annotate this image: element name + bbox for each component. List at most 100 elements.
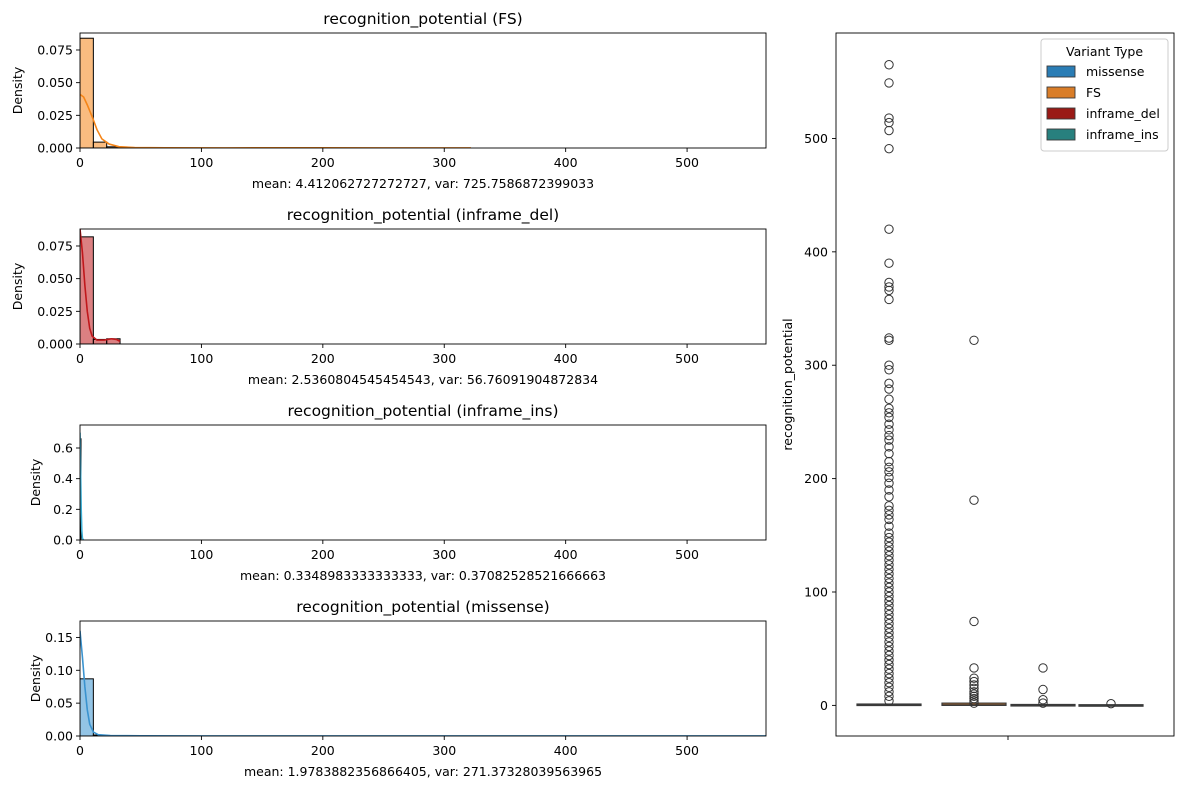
outlier-point	[884, 596, 894, 606]
y-tick-label: 100	[804, 584, 828, 599]
outlier-point	[884, 521, 894, 531]
y-tick-label: 0.05	[45, 696, 73, 711]
legend-swatch-FS	[1046, 86, 1076, 99]
outlier-point	[884, 587, 894, 597]
legend: Variant Type missense FS inframe_delinframe…	[1040, 38, 1169, 152]
outlier-point	[884, 492, 894, 502]
legend-label-inframe_ins: inframe_ins	[1086, 127, 1159, 142]
x-tick-label: 200	[311, 547, 335, 562]
outlier-point	[969, 691, 979, 702]
x-tick-label: 100	[189, 547, 213, 562]
y-tick-label: 0.2	[53, 502, 73, 517]
outlier-point	[884, 365, 894, 375]
outlier-point	[884, 143, 894, 154]
outlier-point	[969, 693, 979, 704]
outlier-point	[884, 282, 894, 292]
x-tick-label: 100	[189, 743, 213, 758]
outlier-point	[884, 462, 894, 472]
chart-title: recognition_potential (inframe_ins)	[287, 402, 558, 421]
axes-frame	[79, 32, 767, 149]
outlier-point	[969, 680, 979, 690]
axes-frame	[79, 620, 767, 737]
x-tick-label: 100	[189, 155, 213, 170]
outlier-point	[884, 546, 894, 556]
outlier-point	[884, 442, 894, 452]
histogram-bar-0	[80, 37, 94, 148]
outlier-point	[884, 609, 894, 620]
outlier-point	[884, 628, 894, 638]
outlier-point	[884, 467, 894, 477]
outlier-point	[884, 78, 894, 88]
x-axis-label: mean: 4.412062727272727, var: 725.758687…	[252, 176, 594, 191]
y-tick-label: 0.050	[37, 271, 73, 286]
x-tick-label: 500	[675, 743, 699, 758]
outlier-point	[884, 294, 894, 305]
outlier-point	[884, 505, 894, 516]
outlier-point	[969, 676, 979, 687]
histogram-panel-inframe_del: 0 100 200 300 400 500 0.000 0.025 0.050 0.075 reco…	[10, 206, 767, 387]
outlier-point	[884, 632, 894, 643]
y-axis-label: Density	[28, 654, 43, 702]
histogram-bins	[80, 37, 471, 148]
kde-line	[80, 630, 766, 736]
outlier-point	[884, 435, 894, 445]
y-tick-label: 0.025	[37, 108, 73, 123]
outlier-point	[884, 285, 894, 296]
histogram-bins	[80, 229, 121, 344]
outlier-point	[884, 564, 894, 575]
x-tick-label: 300	[432, 743, 456, 758]
x-tick-label: 200	[311, 743, 335, 758]
axes-frame	[79, 424, 767, 541]
x-tick-label: 200	[311, 351, 335, 366]
kde-line	[80, 93, 471, 148]
y-axis-label: Density	[28, 458, 43, 506]
outlier-point	[884, 419, 894, 429]
x-tick-label: 300	[432, 155, 456, 170]
outlier-point	[884, 430, 894, 441]
y-tick-label: 0.050	[37, 75, 73, 90]
outlier-point	[884, 650, 894, 661]
outlier-point	[884, 687, 894, 697]
y-tick-label: 0.025	[37, 304, 73, 319]
outlier-point	[884, 605, 894, 615]
x-tick-label: 400	[554, 743, 578, 758]
outlier-point	[884, 224, 894, 234]
outlier-point	[884, 485, 894, 495]
legend-label-missense: missense	[1086, 64, 1145, 79]
y-tick-label: 0.0	[53, 533, 73, 548]
outlier-point	[884, 582, 894, 593]
outlier-point	[884, 655, 894, 665]
x-tick-label: 0	[76, 351, 84, 366]
chart-title: recognition_potential (FS)	[323, 10, 522, 29]
outlier-point	[969, 673, 979, 683]
legend-title: Variant Type	[1066, 44, 1143, 59]
outlier-point	[884, 637, 894, 647]
outlier-point	[884, 425, 894, 435]
outlier-point	[884, 537, 894, 547]
outlier-point	[884, 360, 894, 370]
x-axis-label: mean: 0.3348983333333333, var: 0.3708252…	[240, 568, 606, 583]
x-tick-label: 0	[76, 743, 84, 758]
outlier-point	[884, 619, 894, 629]
boxplot-panel: 0 100 200 300 400 500 recognition_potential Var…	[780, 32, 1175, 740]
outlier-point	[884, 560, 894, 570]
y-tick-label: 200	[804, 471, 828, 486]
x-axis-label: mean: 2.5360804545454543, var: 56.760919…	[248, 372, 598, 387]
x-tick-label: 500	[675, 351, 699, 366]
x-tick-label: 500	[675, 155, 699, 170]
outlier-point	[1038, 695, 1048, 705]
outlier-point	[884, 664, 894, 674]
outlier-point	[884, 333, 894, 343]
x-tick-label: 100	[189, 351, 213, 366]
axes-frame	[79, 228, 767, 345]
histogram-panel-FS: 0 100 200 300 400 500 0.000 0.025 0.050 0.075 reco…	[10, 10, 767, 191]
outlier-point	[884, 472, 894, 483]
outlier-point	[969, 698, 979, 708]
x-tick-label: 400	[554, 155, 578, 170]
y-tick-label: 0.00	[45, 729, 73, 744]
outlier-point	[884, 646, 894, 656]
legend-swatch-inframe_ins	[1046, 128, 1076, 141]
histogram-bar-1	[92, 141, 108, 148]
outlier-point	[969, 663, 979, 673]
